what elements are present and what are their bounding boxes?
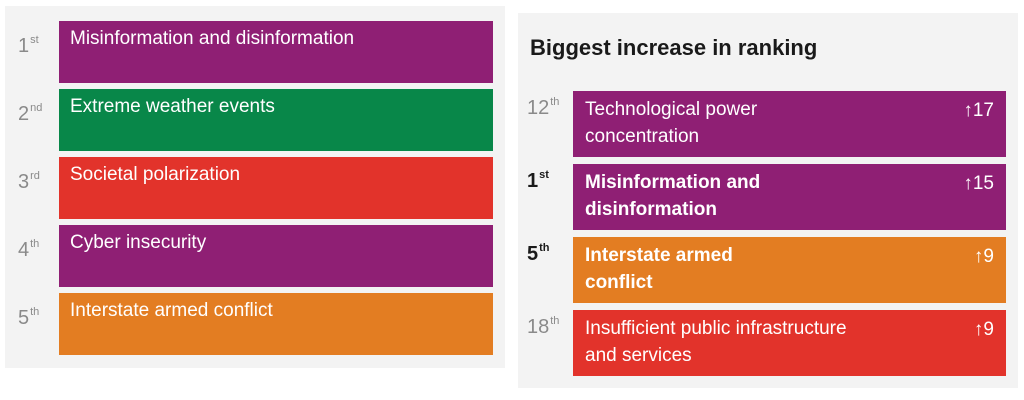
increase-label-1: Technological power — [585, 99, 758, 120]
increase-bar: Technological power concentration ↑17 — [573, 91, 1006, 157]
rank-number: 3 — [18, 171, 30, 193]
rank-suffix: th — [550, 96, 560, 108]
increase-label-2: and services — [585, 345, 692, 366]
increase-label-1: Interstate armed — [585, 245, 733, 266]
rank-suffix: th — [30, 306, 40, 318]
rank-suffix: th — [550, 315, 560, 327]
risk-row: 1st Misinformation and disinformation — [5, 21, 505, 83]
risk-bar: Interstate armed conflict — [59, 293, 493, 355]
risk-bar: Misinformation and disinformation — [59, 21, 493, 83]
increase-bar: Interstate armed conflict ↑9 — [573, 237, 1006, 303]
rank-suffix: st — [539, 169, 549, 181]
rank-suffix: nd — [30, 102, 43, 114]
rank-label: 4th — [18, 238, 40, 261]
increase-row: 5th Interstate armed conflict ↑9 — [518, 237, 1018, 303]
rank-number: 4 — [18, 239, 30, 261]
increase-bar: Insufficient public infrastructure and se… — [573, 310, 1006, 376]
rank-number: 18 — [527, 316, 550, 338]
rank-number: 5 — [18, 307, 30, 329]
increase-label-2: concentration — [585, 126, 700, 147]
rank-number: 5 — [527, 243, 539, 265]
rank-change: ↑15 — [963, 173, 994, 194]
rank-label: 1st — [527, 169, 549, 192]
risk-label: Interstate armed conflict — [70, 300, 273, 321]
rank-change: ↑9 — [973, 319, 994, 340]
rank-change: ↑17 — [963, 100, 994, 121]
rank-label: 2nd — [18, 102, 43, 125]
biggest-increase-panel: Biggest increase in ranking 12th Technolo… — [518, 13, 1018, 388]
increase-row: 18th Insufficient public infrastructure an… — [518, 310, 1018, 376]
rank-label: 5th — [527, 242, 550, 265]
biggest-increase-title: Biggest increase in ranking — [530, 35, 818, 60]
increase-row: 1st Misinformation and disinformation ↑15 — [518, 164, 1018, 230]
risk-row: 5th Interstate armed conflict — [5, 293, 505, 355]
risk-row: 3rd Societal polarization — [5, 157, 505, 219]
risk-label: Extreme weather events — [70, 96, 275, 117]
rank-number: 1 — [18, 35, 30, 57]
rank-suffix: st — [30, 34, 39, 46]
risk-bar: Extreme weather events — [59, 89, 493, 151]
rank-label: 3rd — [18, 170, 40, 193]
risk-row: 4th Cyber insecurity — [5, 225, 505, 287]
risk-label: Cyber insecurity — [70, 232, 207, 253]
rank-label: 1st — [18, 34, 39, 57]
rank-change: ↑9 — [973, 246, 994, 267]
rank-number: 1 — [527, 170, 539, 192]
rank-suffix: th — [30, 238, 40, 250]
increase-label-2: disinformation — [585, 199, 717, 220]
top-risks-panel: 1st Misinformation and disinformation 2nd E… — [5, 6, 505, 368]
rank-label: 12th — [527, 96, 560, 119]
rank-label: 18th — [527, 315, 560, 338]
increase-label-1: Misinformation and — [585, 172, 761, 193]
rank-suffix: th — [539, 242, 550, 254]
risk-label: Misinformation and disinformation — [70, 28, 355, 49]
risk-bar: Societal polarization — [59, 157, 493, 219]
increase-label-1: Insufficient public infrastructure — [585, 318, 847, 339]
increase-row: 12th Technological power concentration ↑17 — [518, 91, 1018, 157]
rank-label: 5th — [18, 306, 40, 329]
risk-bar: Cyber insecurity — [59, 225, 493, 287]
rank-suffix: rd — [30, 170, 40, 182]
rank-number: 12 — [527, 97, 550, 119]
increase-bar: Misinformation and disinformation ↑15 — [573, 164, 1006, 230]
rank-number: 2 — [18, 103, 30, 125]
risk-row: 2nd Extreme weather events — [5, 89, 505, 151]
increase-label-2: conflict — [585, 272, 653, 293]
risk-label: Societal polarization — [70, 164, 241, 185]
